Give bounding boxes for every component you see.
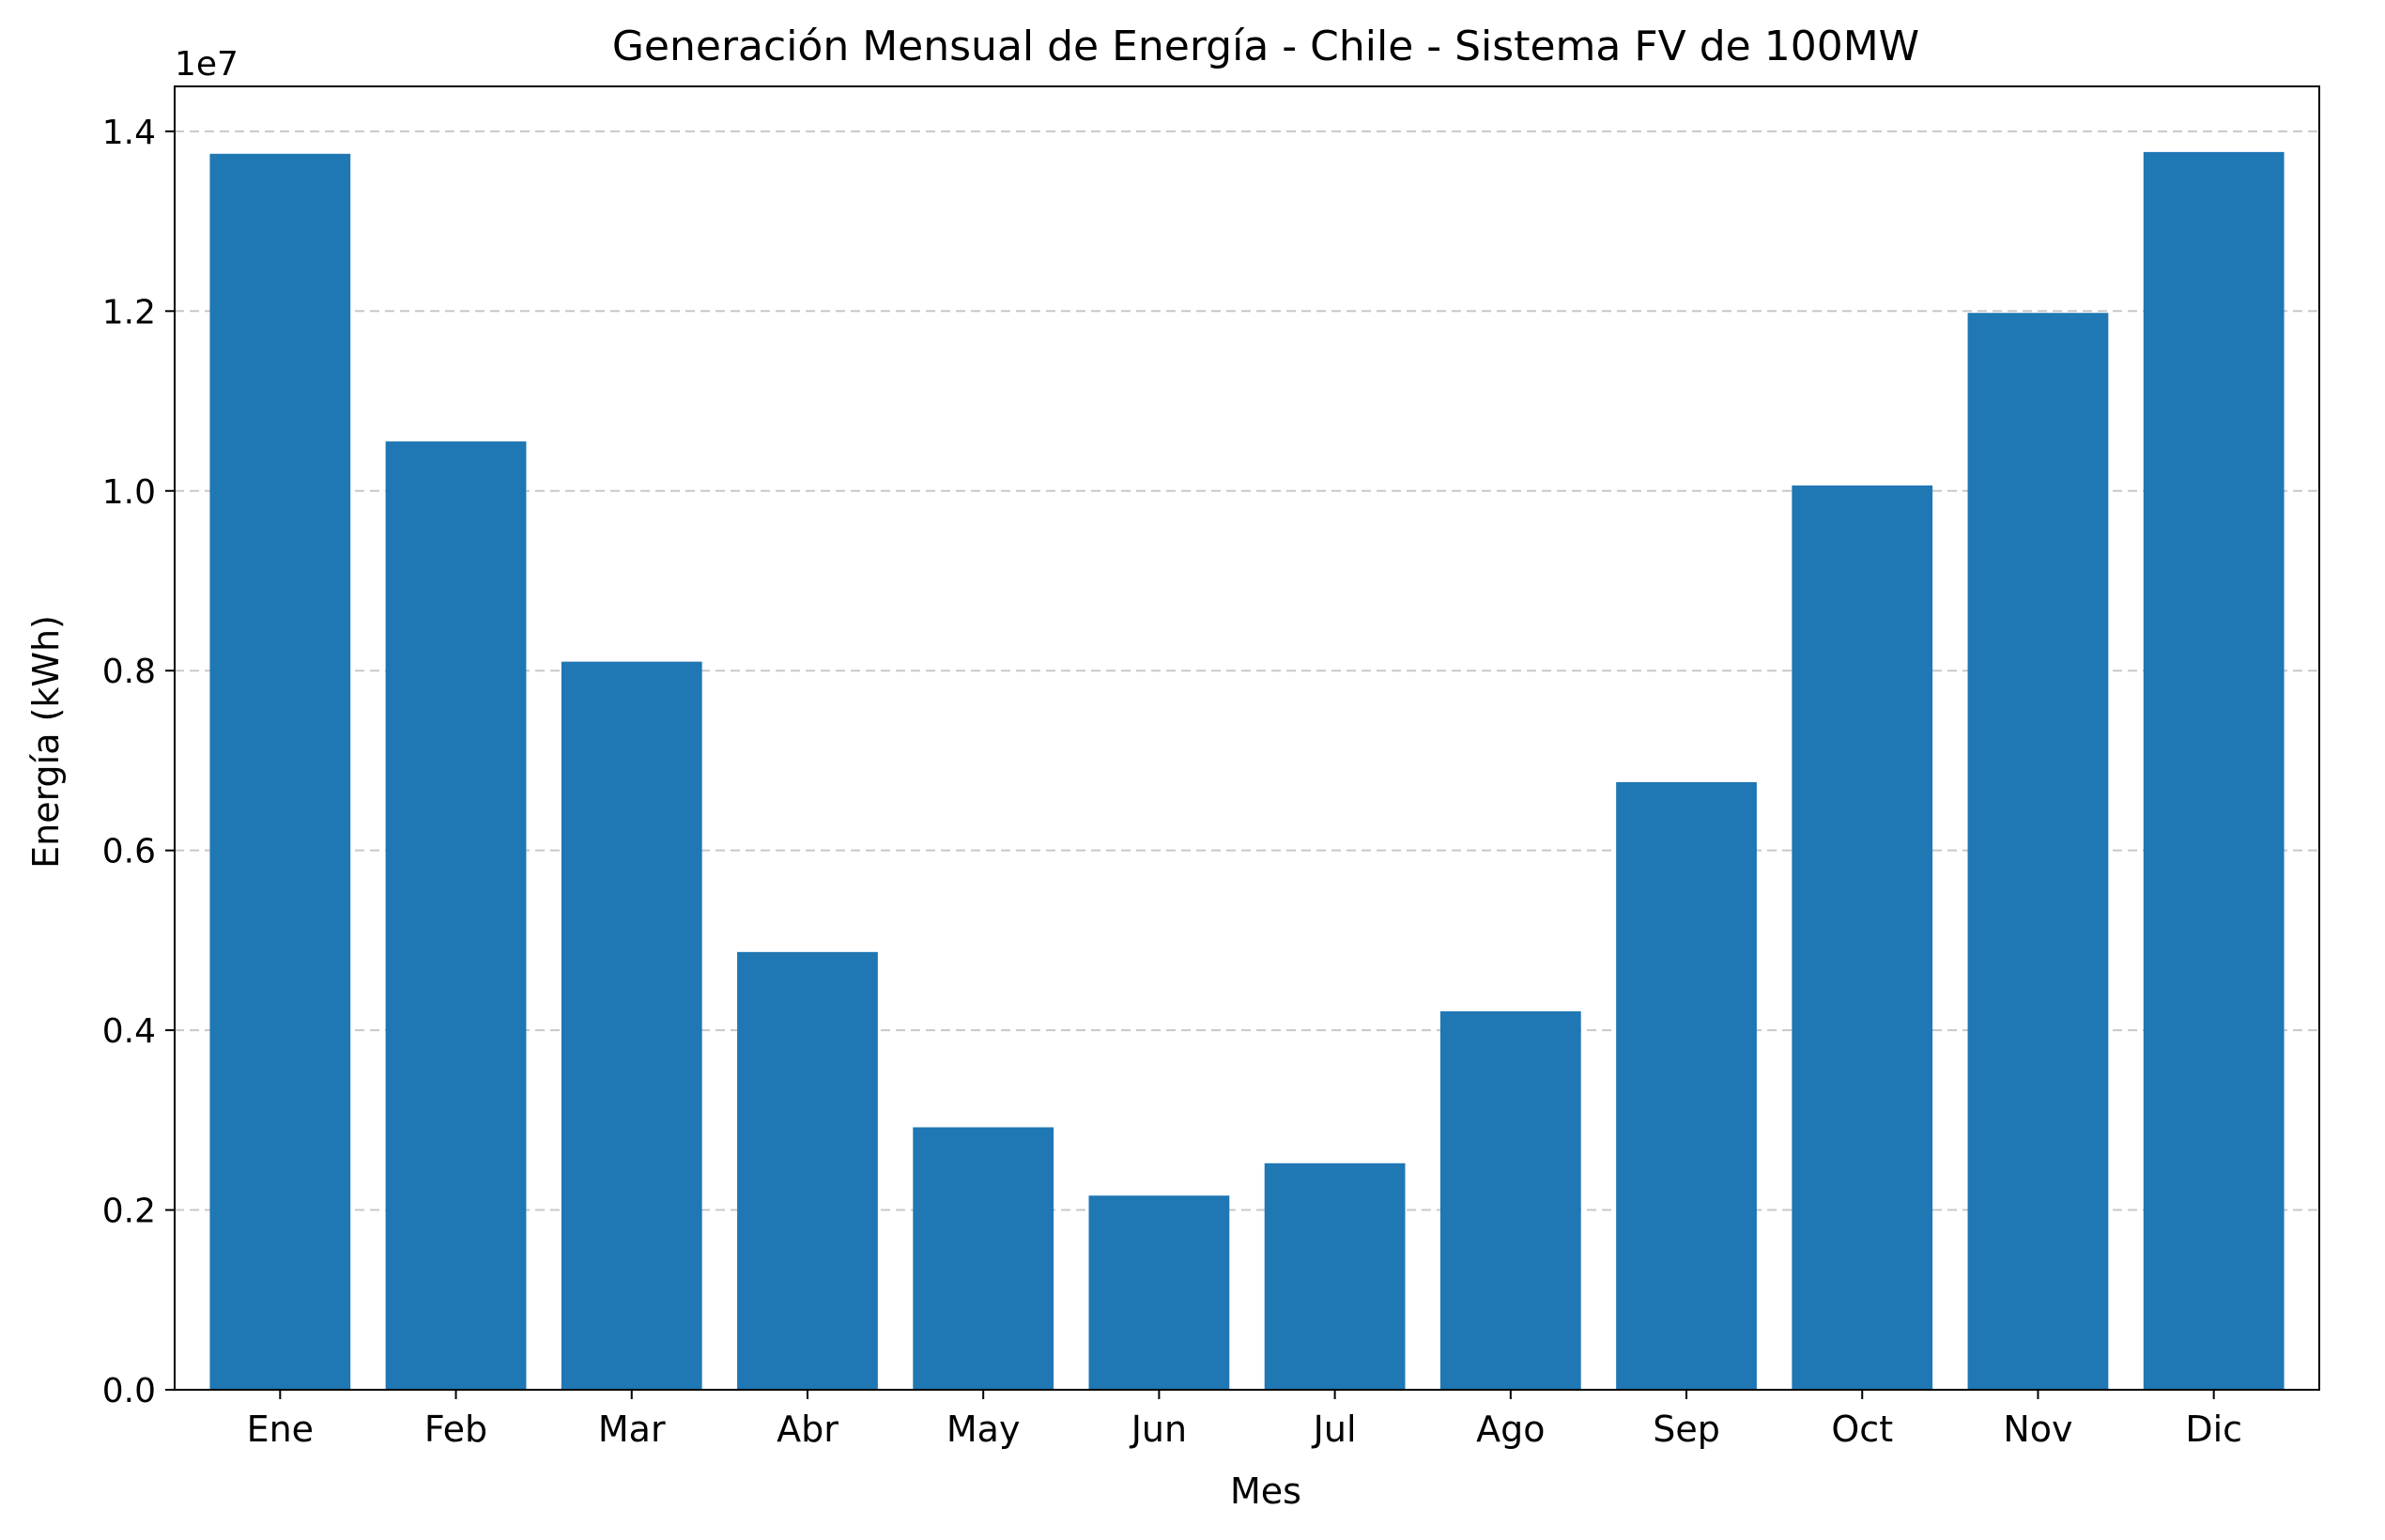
y-tick-label: 0.2 xyxy=(102,1193,156,1231)
x-tick-label: Ago xyxy=(1476,1409,1545,1450)
y-tick-label: 1.2 xyxy=(102,293,156,331)
bar-ago xyxy=(1439,1011,1581,1390)
bar-oct xyxy=(1792,485,1933,1390)
y-tick-label: 1.4 xyxy=(102,114,156,152)
y-axis-label: Energía (kWh) xyxy=(25,615,67,869)
y-tick-label: 0.4 xyxy=(102,1012,156,1051)
bar-abr xyxy=(737,951,878,1390)
y-tick-label: 1.0 xyxy=(102,473,156,512)
y-axis-offset-label: 1e7 xyxy=(175,45,238,84)
bar-ene xyxy=(209,153,351,1391)
axes-group xyxy=(174,85,2320,1391)
y-gridlines xyxy=(175,130,2319,1211)
bar-dic xyxy=(2143,151,2285,1390)
bar-nov xyxy=(1967,313,2109,1390)
bar-may xyxy=(913,1127,1054,1390)
y-tick-label: 0.6 xyxy=(102,833,156,871)
y-tick-label: 0.8 xyxy=(102,653,156,691)
bar-mar xyxy=(561,661,702,1390)
chart-title: Generación Mensual de Energía - Chile - … xyxy=(612,23,1919,70)
x-tick-label: Oct xyxy=(1831,1409,1893,1450)
x-tick-label: Abr xyxy=(777,1409,839,1450)
plot-frame xyxy=(174,85,2320,1391)
bars-group xyxy=(209,151,2285,1391)
bar-sep xyxy=(1616,781,1757,1390)
ticks-group: 0.0 0.2 0.4 0.6 0.8 1.0 1.2 1.4 Ene Feb Mar Abr May J… xyxy=(102,114,2242,1450)
x-tick-label: Dic xyxy=(2185,1409,2242,1450)
bar-jun xyxy=(1088,1195,1230,1390)
x-tick-label: Mar xyxy=(598,1409,666,1450)
x-axis-label: Mes xyxy=(1230,1471,1301,1512)
x-tick-label: May xyxy=(946,1409,1021,1450)
x-tick-label: Feb xyxy=(424,1409,487,1450)
bar-feb xyxy=(385,441,527,1390)
x-tick-label: Ene xyxy=(247,1409,314,1450)
x-tick-label: Sep xyxy=(1653,1409,1720,1450)
x-tick-label: Jun xyxy=(1130,1409,1187,1450)
x-tick-label: Nov xyxy=(2003,1409,2072,1450)
bar-jul xyxy=(1264,1163,1406,1390)
y-tick-label: 0.0 xyxy=(102,1372,156,1410)
x-tick-label: Jul xyxy=(1312,1409,1357,1450)
